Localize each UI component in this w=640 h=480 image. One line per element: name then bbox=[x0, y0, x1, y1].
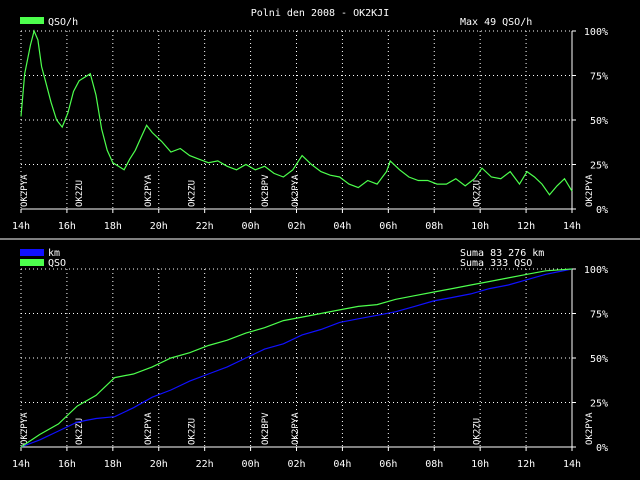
bottom-x-tick-label: 14h bbox=[563, 459, 581, 470]
bottom-y-tick-label: 75% bbox=[590, 310, 608, 321]
bottom-x-tick-label: 08h bbox=[425, 459, 443, 470]
bottom-x-tick-label: 02h bbox=[287, 459, 305, 470]
max-rate-note: Max 49 QSO/h bbox=[460, 17, 532, 28]
top-x-tick-label: 20h bbox=[150, 221, 168, 232]
top-operator-marker: OK2PYA bbox=[144, 174, 154, 207]
top-y-tick-label: 100% bbox=[584, 27, 608, 38]
top-x-tick-label: 00h bbox=[242, 221, 260, 232]
legend-label-qso-rate: QSO/h bbox=[48, 17, 78, 28]
top-x-tick-label: 10h bbox=[471, 221, 489, 232]
total-km-note: Suma 83 276 km bbox=[460, 248, 544, 259]
top-operator-marker: OK2BPV bbox=[261, 174, 271, 207]
bottom-operator-marker: OK2PYA bbox=[291, 412, 301, 445]
bottom-y-tick-label: 0% bbox=[596, 443, 608, 454]
top-x-tick-label: 22h bbox=[196, 221, 214, 232]
top-x-tick-label: 04h bbox=[333, 221, 351, 232]
top-operator-marker: OK2ZU bbox=[188, 180, 198, 207]
bottom-x-tick-label: 04h bbox=[333, 459, 351, 470]
bottom-x-tick-label: 18h bbox=[104, 459, 122, 470]
bottom-operator-marker: OK2PYA bbox=[585, 412, 595, 445]
bottom-y-tick-label: 50% bbox=[590, 354, 608, 365]
top-x-tick-label: 16h bbox=[58, 221, 76, 232]
bottom-x-tick-label: 06h bbox=[379, 459, 397, 470]
total-qso-note: Suma 333 QSO bbox=[460, 258, 532, 269]
bottom-operator-marker: OK2ZU bbox=[188, 418, 198, 445]
bottom-y-tick-label: 25% bbox=[590, 399, 608, 410]
top-operator-marker: OK2PYA bbox=[291, 174, 301, 207]
top-y-tick-label: 0% bbox=[596, 205, 608, 216]
bottom-operator-marker: OK2BPV bbox=[261, 412, 271, 445]
legend-swatch-qso-rate bbox=[20, 17, 44, 24]
bottom-x-tick-label: 20h bbox=[150, 459, 168, 470]
top-y-tick-label: 75% bbox=[590, 72, 608, 83]
legend-label-qso-cumulative: QSO bbox=[48, 258, 66, 269]
bottom-x-tick-label: 00h bbox=[242, 459, 260, 470]
bottom-operator-marker: OK2ZU bbox=[472, 418, 482, 445]
legend-swatch-qso-cumulative bbox=[20, 259, 44, 266]
bottom-operator-marker: OK2ZU bbox=[75, 418, 85, 445]
chart-marks: 14h 16h 18h 20h 22h 00h 02h 04h 06h 08h 10h 12h 14h 0… bbox=[12, 27, 640, 470]
top-x-tick-label: 08h bbox=[425, 221, 443, 232]
top-series-line-qso-h bbox=[20, 29, 573, 196]
top-y-tick-label: 50% bbox=[590, 116, 608, 127]
bottom-operator-marker: OK2PYA bbox=[20, 412, 30, 445]
bottom-x-tick-label: 16h bbox=[58, 459, 76, 470]
bottom-operator-marker: OK2PYA bbox=[144, 412, 154, 445]
top-x-tick-label: 18h bbox=[104, 221, 122, 232]
legend-label-km: km bbox=[48, 248, 60, 259]
top-x-tick-label: 14h bbox=[563, 221, 581, 232]
bottom-y-tick-label: 100% bbox=[584, 265, 608, 276]
top-operator-marker: OK2ZU bbox=[472, 180, 482, 207]
bottom-x-tick-label: 12h bbox=[517, 459, 535, 470]
bottom-series-line-qso bbox=[20, 268, 573, 448]
bottom-x-tick-label: 10h bbox=[471, 459, 489, 470]
top-x-tick-label: 14h bbox=[12, 221, 30, 232]
top-chart-title: Polni den 2008 - OK2KJI bbox=[251, 8, 389, 19]
bottom-x-tick-label: 14h bbox=[12, 459, 30, 470]
top-x-tick-label: 06h bbox=[379, 221, 397, 232]
legend-swatch-km bbox=[20, 249, 44, 256]
top-y-tick-label: 25% bbox=[590, 161, 608, 172]
top-operator-marker: OK2PYA bbox=[585, 174, 595, 207]
top-operator-marker: OK2ZU bbox=[75, 180, 85, 207]
bottom-series-line-km bbox=[20, 268, 573, 448]
top-operator-marker: OK2PYA bbox=[20, 174, 30, 207]
bottom-x-tick-label: 22h bbox=[196, 459, 214, 470]
top-x-tick-label: 02h bbox=[287, 221, 305, 232]
top-x-tick-label: 12h bbox=[517, 221, 535, 232]
